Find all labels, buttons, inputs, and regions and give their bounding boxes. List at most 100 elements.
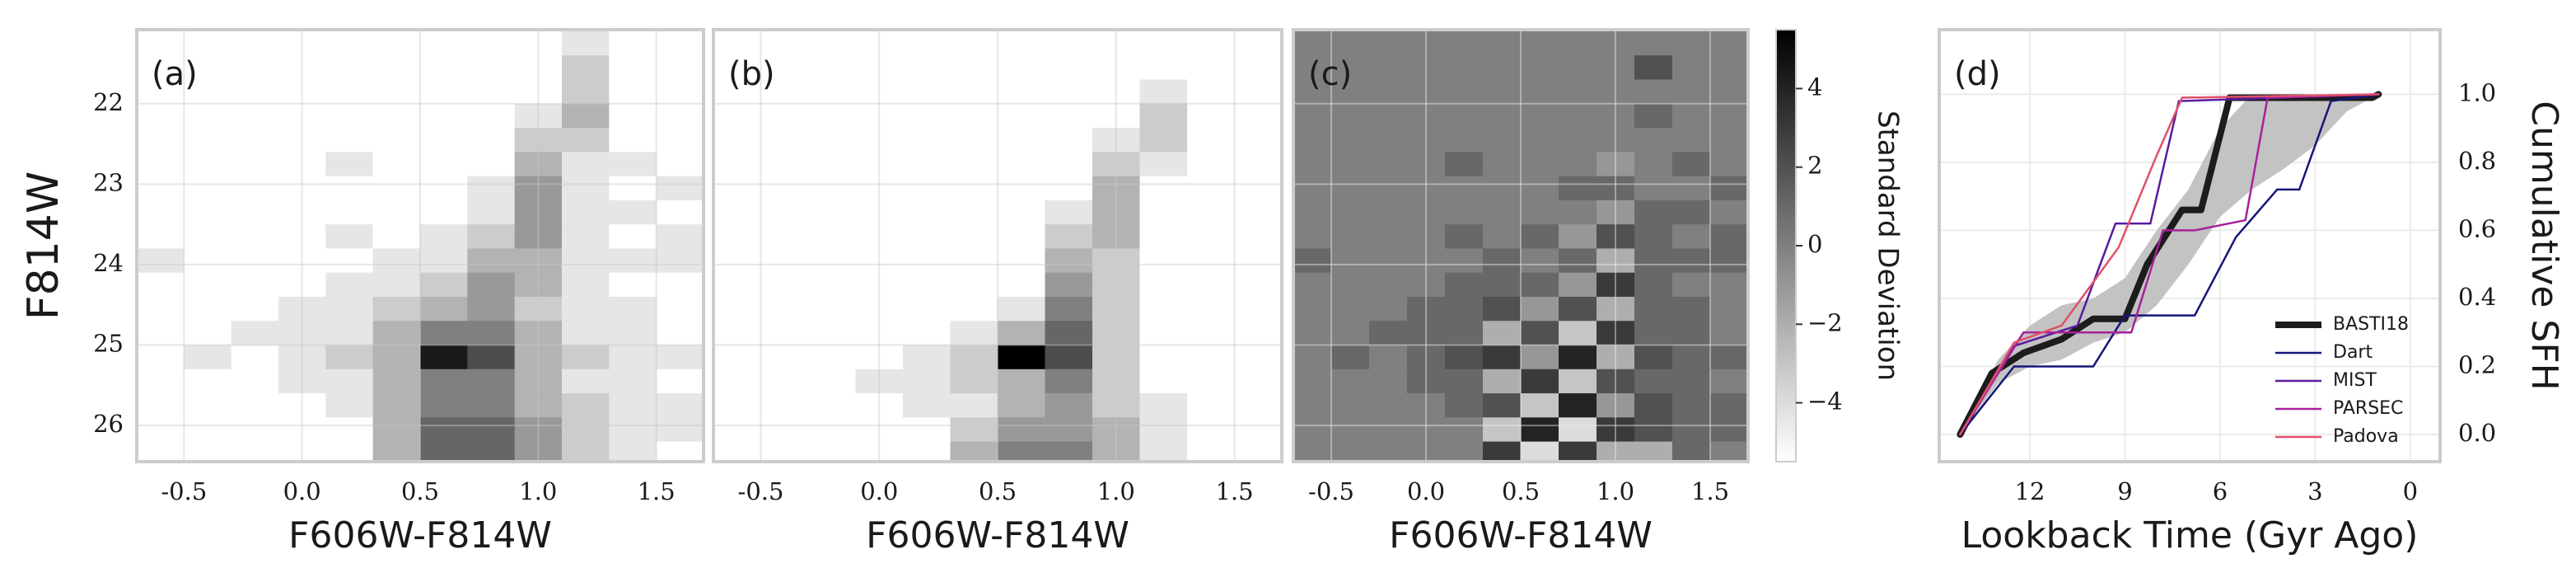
cell [1092, 176, 1140, 201]
cell [420, 31, 468, 56]
cell [609, 152, 657, 177]
cell [325, 441, 374, 462]
cell [1187, 31, 1235, 56]
legend-label: MIST [2333, 370, 2377, 391]
cell [372, 103, 421, 129]
cell [1293, 321, 1332, 346]
cell [184, 152, 232, 177]
cell [903, 248, 951, 274]
cell [278, 55, 326, 80]
cell [1597, 103, 1635, 129]
cell [760, 224, 809, 249]
cell [1672, 152, 1711, 177]
cell [562, 79, 610, 105]
y-tick-label: 0.6 [2458, 214, 2496, 242]
sfh-line [1959, 93, 2380, 436]
cell [1672, 31, 1711, 56]
cell [184, 224, 232, 249]
cell [808, 31, 856, 56]
cell [1234, 176, 1282, 201]
cell [1187, 345, 1235, 370]
cell [950, 441, 998, 462]
cell [1710, 128, 1748, 153]
cell [1234, 417, 1282, 443]
cell [372, 296, 421, 322]
cell [760, 79, 809, 105]
cell [1521, 369, 1559, 394]
cell [656, 248, 704, 274]
cell [1045, 441, 1093, 462]
cell [1092, 321, 1140, 346]
x-tick-label: 0 [2403, 477, 2418, 505]
cell [372, 224, 421, 249]
cell [278, 369, 326, 394]
cell [467, 272, 516, 298]
heatmap [713, 31, 1282, 462]
x-tick-label: 0.5 [979, 477, 1017, 505]
cell [1045, 152, 1093, 177]
cell [562, 345, 610, 370]
cell [1559, 200, 1597, 225]
cell [808, 152, 856, 177]
cell [1634, 176, 1673, 201]
cell [1369, 176, 1408, 201]
cell [1521, 176, 1559, 201]
cell [231, 152, 279, 177]
cell [1369, 200, 1408, 225]
x-tick-label: 0.0 [1407, 477, 1445, 505]
cell [137, 417, 185, 443]
cell [420, 248, 468, 274]
cell [1045, 200, 1093, 225]
cell [1559, 296, 1597, 322]
cell [184, 31, 232, 56]
cell [1092, 369, 1140, 394]
cell [1559, 417, 1597, 443]
cell [808, 441, 856, 462]
cell [998, 176, 1045, 201]
cell [467, 31, 516, 56]
cell [278, 248, 326, 274]
cell [808, 248, 856, 274]
cell [609, 79, 657, 105]
cell [1597, 224, 1635, 249]
cell [609, 248, 657, 274]
cell [372, 128, 421, 153]
cell [1521, 103, 1559, 129]
cell [514, 345, 563, 370]
cell [420, 224, 468, 249]
cell [1710, 224, 1748, 249]
cell [713, 103, 761, 129]
cell [1521, 417, 1559, 443]
cell [998, 248, 1045, 274]
cell [998, 128, 1045, 153]
x-tick-label: 3 [2307, 477, 2322, 505]
cell [467, 79, 516, 105]
cell [1187, 224, 1235, 249]
cell [1407, 152, 1446, 177]
cell [1559, 369, 1597, 394]
frame [712, 28, 1283, 463]
cell [760, 128, 809, 153]
cell [1293, 224, 1332, 249]
cell [1045, 369, 1093, 394]
cell [184, 321, 232, 346]
cell [1634, 417, 1673, 443]
cell [760, 417, 809, 443]
cell [1092, 441, 1140, 462]
cell [1710, 417, 1748, 443]
cell [1092, 248, 1140, 274]
cell [1483, 417, 1522, 443]
cell [562, 417, 610, 443]
cell [903, 152, 951, 177]
cell [1045, 345, 1093, 370]
cell [1331, 345, 1370, 370]
cell [1521, 79, 1559, 105]
cell [855, 321, 904, 346]
cell [713, 321, 761, 346]
cell [950, 296, 998, 322]
cell [1139, 369, 1188, 394]
cell [278, 441, 326, 462]
cell [231, 345, 279, 370]
cell [1483, 345, 1522, 370]
cell [656, 441, 704, 462]
